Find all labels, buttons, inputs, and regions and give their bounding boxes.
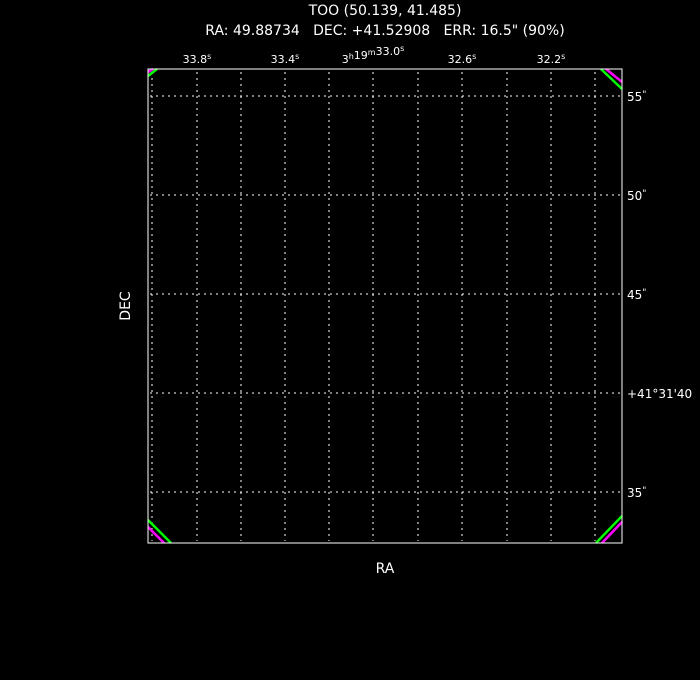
ra-tick-label: 33.8s (183, 52, 212, 66)
error-circle-arc (605, 68, 623, 83)
ra-tick-label: 32.2s (537, 52, 566, 66)
dec-tick-label: +41°31'40 (627, 387, 692, 401)
dec-tick-label: 55" (627, 90, 646, 104)
ra-tick-labels: 33.8s 33.4s 3h19m33.0s 32.6s 32.2s (183, 44, 566, 66)
chart-title: TOO (50.139, 41.485) (308, 3, 462, 19)
error-circle-arcs (147, 67, 623, 544)
dec-tick-label: 45" (627, 288, 646, 302)
error-circle-arc (147, 526, 165, 544)
dec-tick-label: 50" (627, 189, 646, 203)
y-axis-label: DEC (118, 291, 134, 321)
error-circle-arc (595, 515, 623, 544)
x-axis-label: RA (376, 561, 395, 577)
plot-frame (147, 68, 623, 544)
error-circle-arc (147, 519, 172, 544)
dec-tick-label: 35" (627, 486, 646, 500)
ra-tick-label: 3h19m33.0s (342, 44, 405, 66)
dec-tick-labels: 55" 50" 45" +41°31'40 35" (627, 90, 692, 500)
grid (150, 72, 620, 541)
error-circle-arc (600, 68, 623, 90)
ra-tick-label: 32.6s (448, 52, 477, 66)
error-circle-arc (601, 521, 623, 544)
chart-subtitle: RA: 49.88734 DEC: +41.52908 ERR: 16.5" (… (205, 23, 564, 39)
error-circle-arc (147, 68, 158, 77)
ra-tick-label: 33.4s (271, 52, 300, 66)
